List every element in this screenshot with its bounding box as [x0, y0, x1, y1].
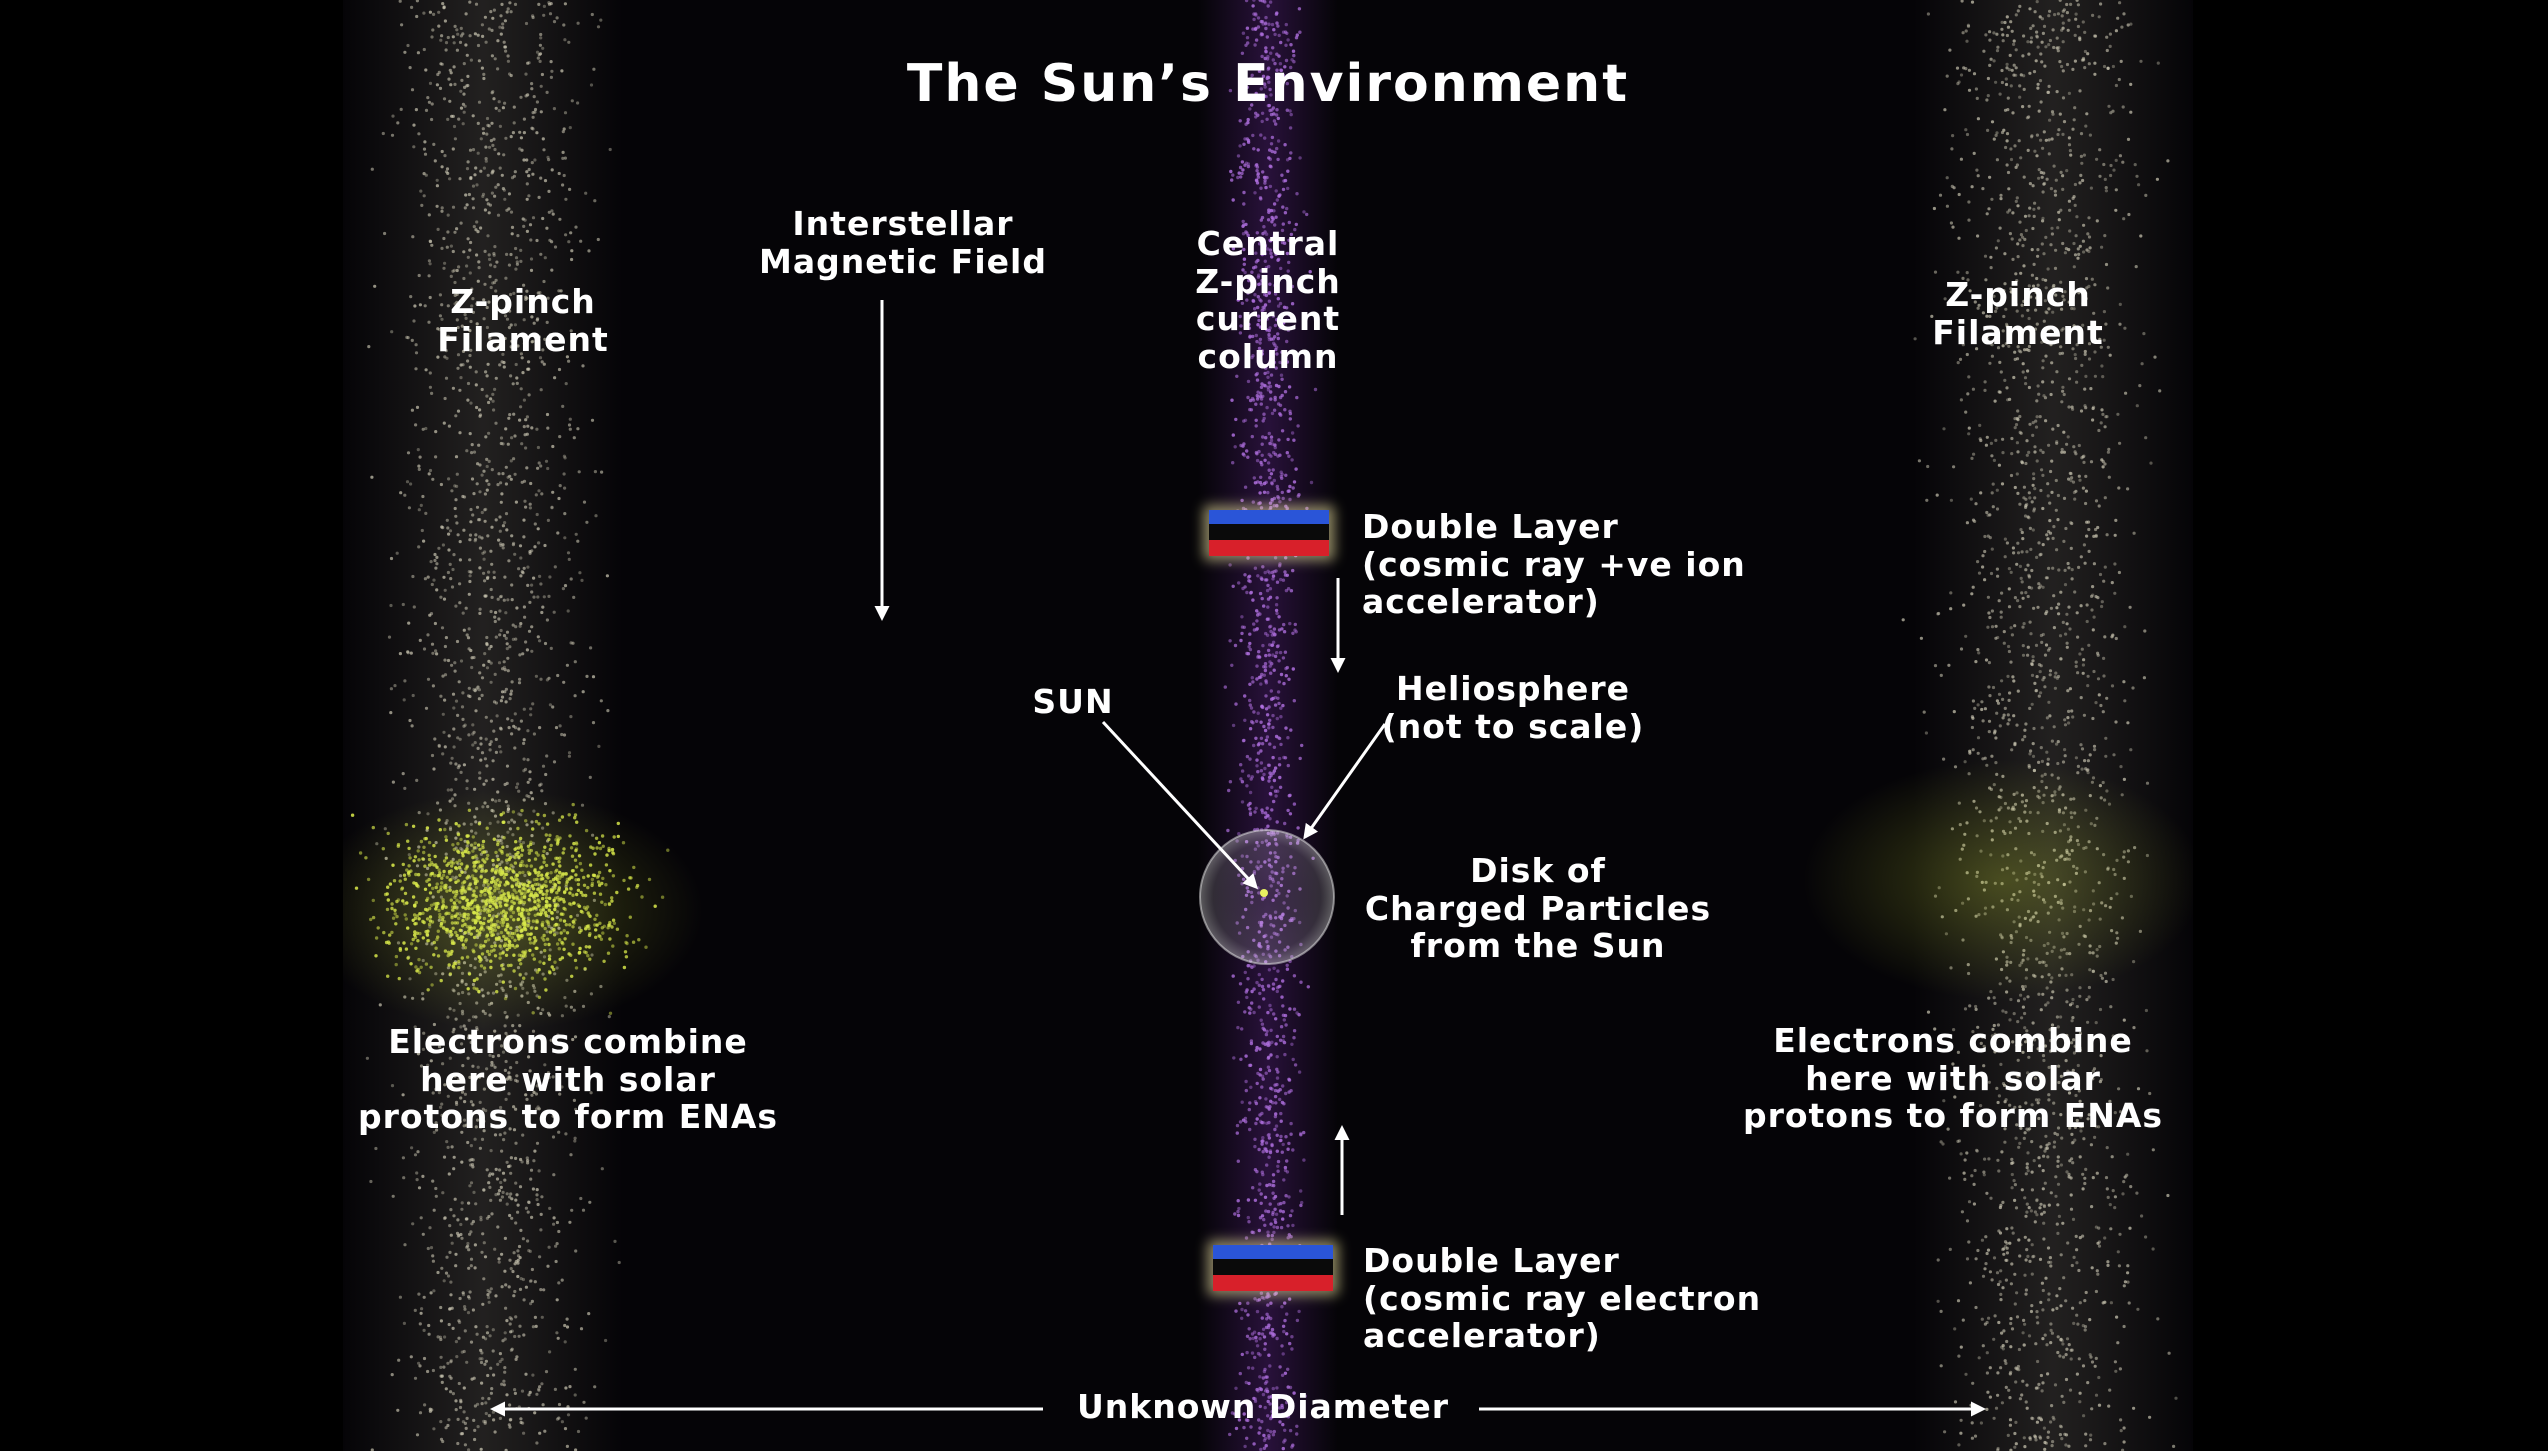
zpinch-left-label: Z-pinch Filament	[437, 282, 609, 359]
central-column	[1198, 0, 1338, 1451]
enas-left-label: Electrons combine here with solar proton…	[357, 1022, 779, 1137]
filament-right	[1901, 0, 2193, 1451]
heliosphere-pointer-arrow-icon	[1303, 723, 1387, 840]
diameter-label: Unknown Diameter	[1076, 1387, 1450, 1426]
double-layer-bottom-label: Double Layer (cosmic ray electron accele…	[1363, 1241, 1762, 1356]
filament-left	[343, 0, 623, 1451]
diagram-artwork	[343, 0, 2193, 1451]
sun-icon	[1260, 889, 1268, 897]
double-layer-top-icon	[1203, 505, 1335, 561]
enas-right-label: Electrons combine here with solar proton…	[1742, 1021, 2164, 1136]
particle-disk	[343, 760, 2193, 1030]
heliosphere-label: Heliosphere (not to scale)	[1381, 669, 1645, 746]
central-column-label: Central Z-pinch current column	[1195, 224, 1341, 376]
diagram-title: The Sun’s Environment	[906, 54, 1630, 114]
double-layer-top-label: Double Layer (cosmic ray +ve ion acceler…	[1362, 507, 1746, 622]
zpinch-right-label: Z-pinch Filament	[1932, 275, 2104, 352]
disk-label: Disk of Charged Particles from the Sun	[1364, 851, 1712, 966]
interstellar-field-label: Interstellar Magnetic Field	[759, 204, 1047, 281]
diagram-figure: The Sun’s Environment Interstellar Magne…	[343, 0, 2193, 1451]
sun-pointer-arrow-icon	[1101, 720, 1259, 890]
sun-label: SUN	[1032, 682, 1114, 721]
double-layer-bottom-icon	[1207, 1240, 1339, 1296]
